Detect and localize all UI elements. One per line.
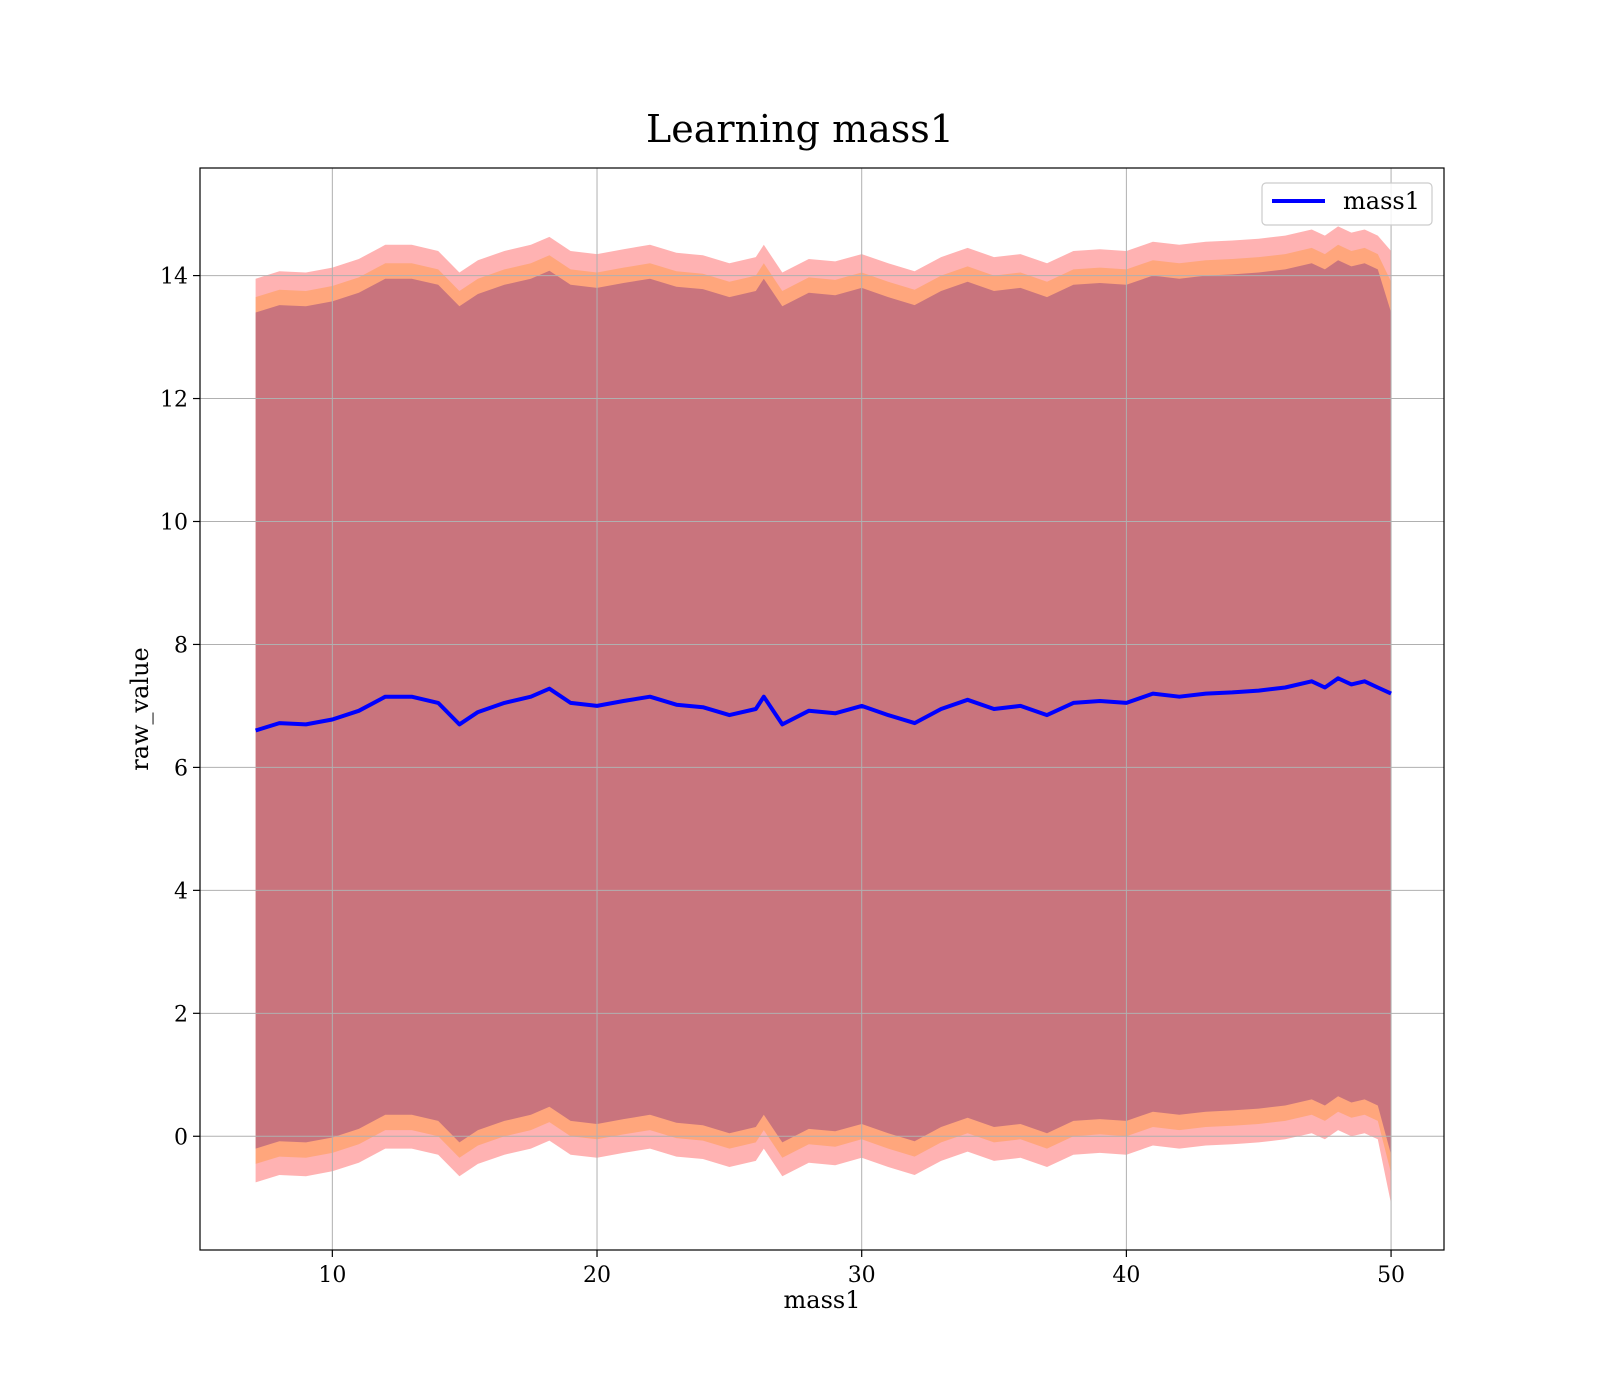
legend: mass1 <box>1261 182 1433 226</box>
series-lines <box>255 676 1392 733</box>
grid-lines <box>200 168 1444 1250</box>
y-tick-label: 8 <box>174 633 188 658</box>
x-axis-label: mass1 <box>784 1286 861 1314</box>
x-tick-label: 30 <box>848 1263 876 1288</box>
legend-entry-mass1: mass1 <box>1343 187 1420 215</box>
plot-area <box>199 167 1445 1251</box>
x-tick-label: 20 <box>583 1263 611 1288</box>
plot-background <box>200 168 1444 1250</box>
plot-frame <box>199 167 1445 1251</box>
y-tick-label: 12 <box>160 388 188 413</box>
legend-box <box>1261 182 1433 226</box>
y-tick-label: 4 <box>174 879 188 904</box>
y-tick-label: 0 <box>174 1125 188 1150</box>
confidence-band-2 <box>255 244 1392 1174</box>
x-tick-label: 40 <box>1112 1263 1140 1288</box>
y-tick-label: 6 <box>174 756 188 781</box>
y-tick-label: 2 <box>174 1002 188 1027</box>
chart-title: Learning mass1 <box>646 107 954 151</box>
series-line-mass1 <box>255 676 1392 733</box>
y-tick-label: 14 <box>160 265 188 290</box>
confidence-bands <box>255 226 1392 1204</box>
confidence-band-3 <box>255 260 1392 1155</box>
confidence-band-1 <box>255 226 1392 1204</box>
x-tick-label: 10 <box>318 1263 346 1288</box>
x-tick-label: 50 <box>1377 1263 1405 1288</box>
y-axis-ticks: 0 2 4 6 8 10 12 14 <box>160 265 200 1150</box>
x-axis-ticks: 10 20 30 40 50 <box>318 1250 1405 1288</box>
y-axis-label: raw_value <box>126 647 154 771</box>
y-tick-label: 10 <box>160 510 188 535</box>
